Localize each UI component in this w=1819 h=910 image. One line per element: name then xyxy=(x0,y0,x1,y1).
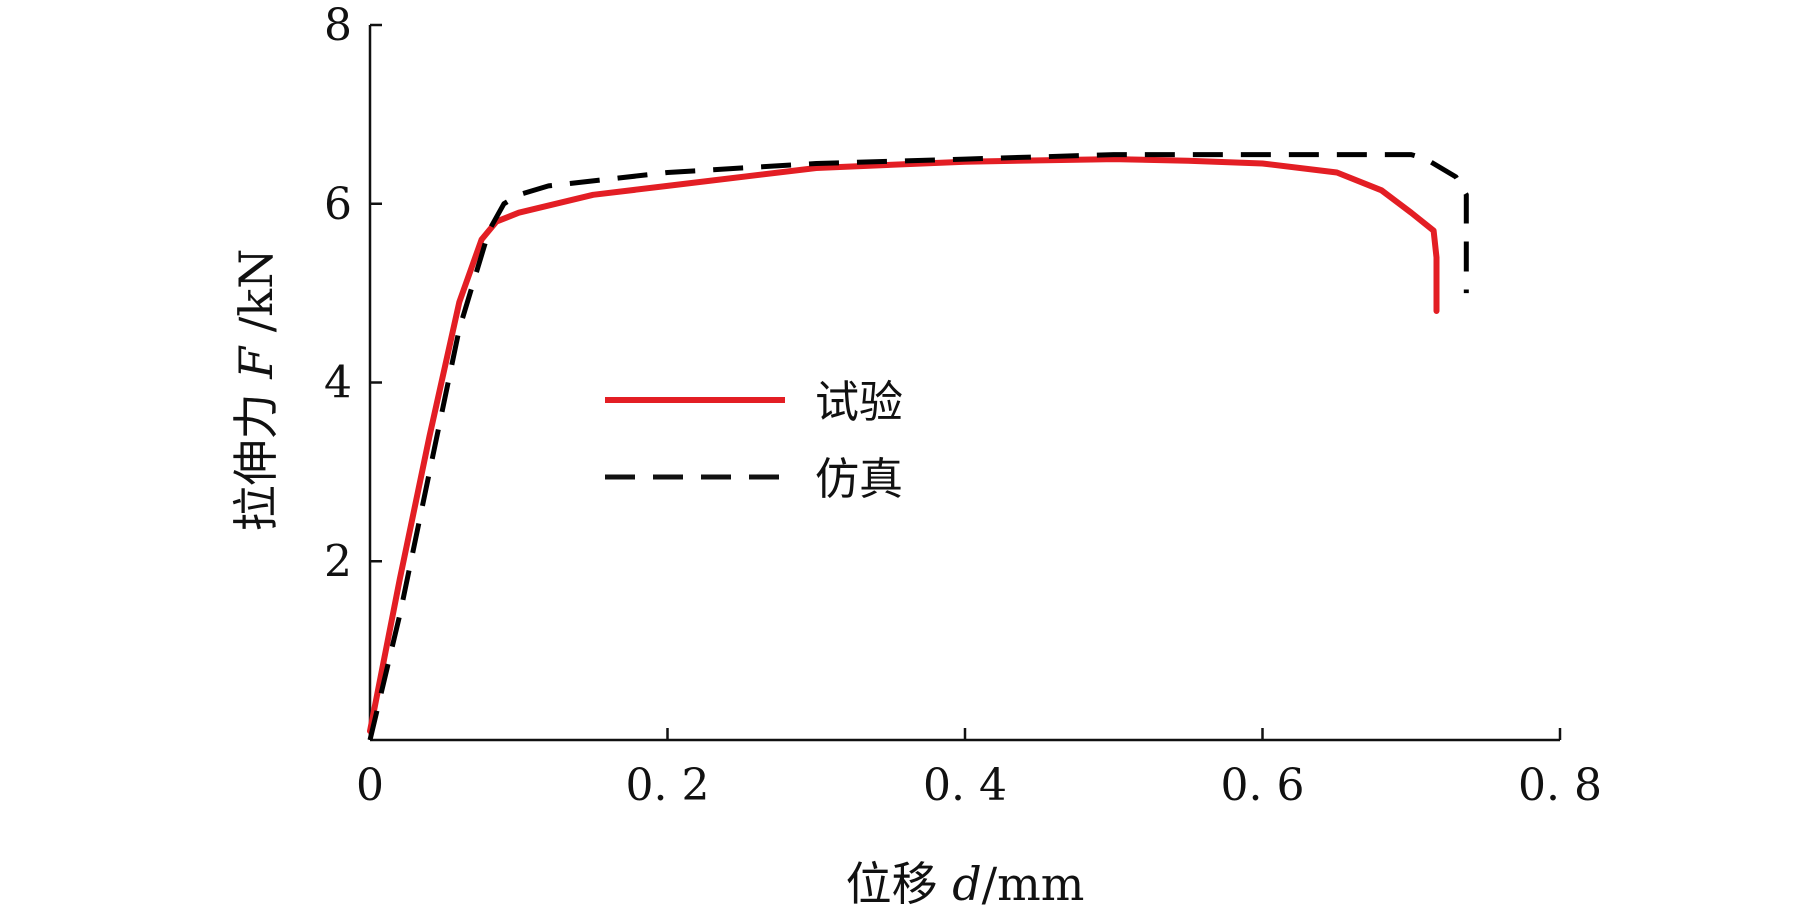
y-tick-label: 8 xyxy=(324,0,352,51)
axes xyxy=(368,25,1560,742)
y-axis-title-symbol: F xyxy=(229,345,283,380)
series-layer xyxy=(367,152,1469,741)
x-tick-label: 0. 8 xyxy=(1518,760,1602,811)
legend-label-test: 试验 xyxy=(815,377,903,428)
y-tick-label: 2 xyxy=(324,536,352,587)
series-line-sim xyxy=(367,152,1469,741)
x-tick-label: 0. 2 xyxy=(626,760,710,811)
x-tick-label: 0. 6 xyxy=(1221,760,1305,811)
legend-label-sim: 仿真 xyxy=(815,454,903,505)
y-axis-title: 拉伸力 F /kN xyxy=(229,249,283,532)
y-ticks: 2 4 6 8 xyxy=(324,0,382,587)
x-axis-title: 位移 d/mm xyxy=(846,857,1085,910)
x-ticks: 0 0. 2 0. 4 0. 6 0. 8 xyxy=(356,728,1602,811)
x-tick-label: 0. 4 xyxy=(923,760,1007,811)
y-axis-title-unit: /kN xyxy=(229,249,283,347)
y-tick-label: 4 xyxy=(324,358,352,409)
x-axis-title-prefix: 位移 xyxy=(846,857,953,910)
y-tick-label: 6 xyxy=(324,179,352,230)
y-axis-title-prefix: 拉伸力 xyxy=(229,379,283,532)
series-line-test xyxy=(367,156,1440,735)
legend: 试验 仿真 xyxy=(605,377,903,505)
x-tick-label: 0 xyxy=(356,760,384,811)
x-axis-title-unit: /mm xyxy=(982,857,1085,910)
x-axis-title-symbol: d xyxy=(952,857,981,910)
